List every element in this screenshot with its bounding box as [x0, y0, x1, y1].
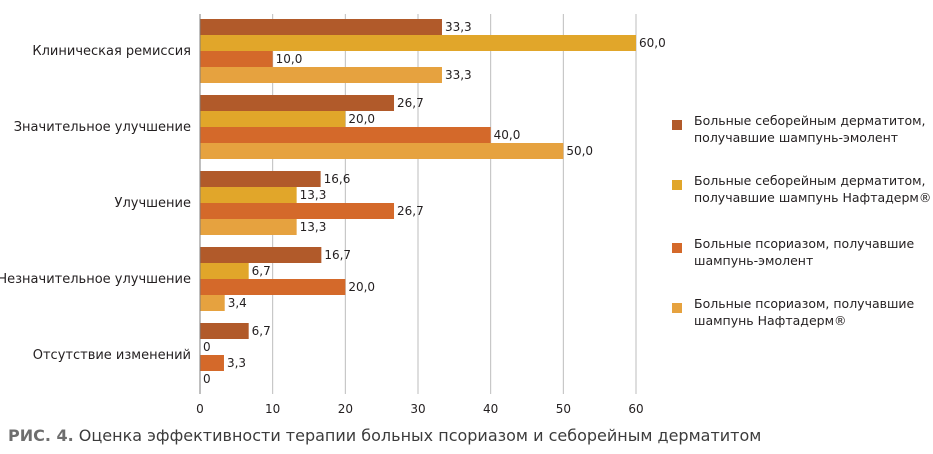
figure-caption: РИС. 4. Оценка эффективности терапии бол… — [8, 426, 761, 445]
bar-seb-naftaderm — [200, 111, 346, 127]
bar-pso-naftaderm — [200, 219, 297, 235]
legend-text: Больные себорейным дерматитом, получавшие… — [694, 113, 926, 145]
bar-seb-emolient — [200, 247, 322, 263]
legend-text: Больные псориазом, получавшие шампунь Наф… — [694, 296, 915, 328]
data-label: 13,3 — [300, 220, 327, 234]
data-label: 6,7 — [252, 324, 271, 338]
data-label: 3,4 — [228, 296, 247, 310]
category-label: Улучшение — [115, 196, 191, 211]
data-label: 40,0 — [494, 128, 521, 142]
data-label: 13,3 — [300, 188, 327, 202]
bar-pso-naftaderm — [200, 143, 564, 159]
data-label: 26,7 — [397, 204, 424, 218]
data-label: 33,3 — [445, 20, 472, 34]
data-label: 0 — [203, 340, 211, 354]
figure-caption-text: Оценка эффективности терапии больных псо… — [73, 426, 762, 445]
data-label: 16,6 — [324, 172, 351, 186]
bar-seb-emolient — [200, 95, 395, 111]
bar-pso-emolient — [200, 279, 346, 295]
legend-item-seb-naftaderm: Больные себорейным дерматитом, получавшие… — [672, 172, 932, 206]
bar-seb-emolient — [200, 323, 249, 339]
legend-item-seb-emolient: Больные себорейным дерматитом, получавшие… — [672, 112, 932, 146]
figure-number: РИС. 4. — [8, 426, 74, 445]
data-label: 50,0 — [566, 144, 593, 158]
x-tick-label: 30 — [410, 402, 425, 416]
category-label: Отсутствие изменений — [33, 348, 191, 363]
bar-pso-emolient — [200, 51, 273, 67]
bar-pso-emolient — [200, 127, 491, 143]
x-tick-label: 50 — [556, 402, 571, 416]
x-tick-label: 0 — [196, 402, 204, 416]
data-label: 0 — [203, 372, 211, 386]
x-tick-label: 40 — [483, 402, 498, 416]
data-label: 60,0 — [639, 36, 666, 50]
data-label: 3,3 — [227, 356, 246, 370]
legend-text: Больные себорейным дерматитом, получавшие… — [694, 173, 932, 205]
data-label: 10,0 — [276, 52, 303, 66]
bar-chart: 33,3 60,0 10,0 33,3 Клиническая ремиссия 26,7… — [0, 14, 666, 416]
bar-pso-naftaderm — [200, 295, 225, 311]
bar-seb-emolient — [200, 19, 442, 35]
category-label: Клиническая ремиссия — [32, 44, 191, 59]
data-label: 20,0 — [348, 280, 375, 294]
bar-seb-naftaderm — [200, 35, 636, 51]
bar-pso-emolient — [200, 203, 395, 219]
legend-text: Больные псориазом, получавшие шампунь-эмо… — [694, 236, 915, 268]
bar-seb-naftaderm — [200, 263, 249, 279]
data-label: 33,3 — [445, 68, 472, 82]
data-label: 16,7 — [324, 248, 351, 262]
legend-item-pso-emolient: Больные псориазом, получавшие шампунь-эмо… — [672, 235, 932, 269]
bar-pso-emolient — [200, 355, 224, 371]
legend-item-pso-naftaderm: Больные псориазом, получавшие шампунь Наф… — [672, 295, 932, 329]
legend-swatch-pso-naftaderm — [672, 303, 682, 313]
category-label: Незначительное улучшение — [0, 272, 191, 287]
legend-swatch-seb-emolient — [672, 120, 682, 130]
legend-swatch-seb-naftaderm — [672, 180, 682, 190]
x-tick-label: 60 — [628, 402, 643, 416]
bar-seb-naftaderm — [200, 187, 297, 203]
x-tick-label: 10 — [265, 402, 280, 416]
data-label: 6,7 — [252, 264, 271, 278]
legend-swatch-pso-emolient — [672, 243, 682, 253]
category-label: Значительное улучшение — [14, 120, 191, 135]
data-label: 26,7 — [397, 96, 424, 110]
bar-pso-naftaderm — [200, 67, 442, 83]
x-tick-label: 20 — [338, 402, 353, 416]
bar-seb-emolient — [200, 171, 321, 187]
data-label: 20,0 — [348, 112, 375, 126]
